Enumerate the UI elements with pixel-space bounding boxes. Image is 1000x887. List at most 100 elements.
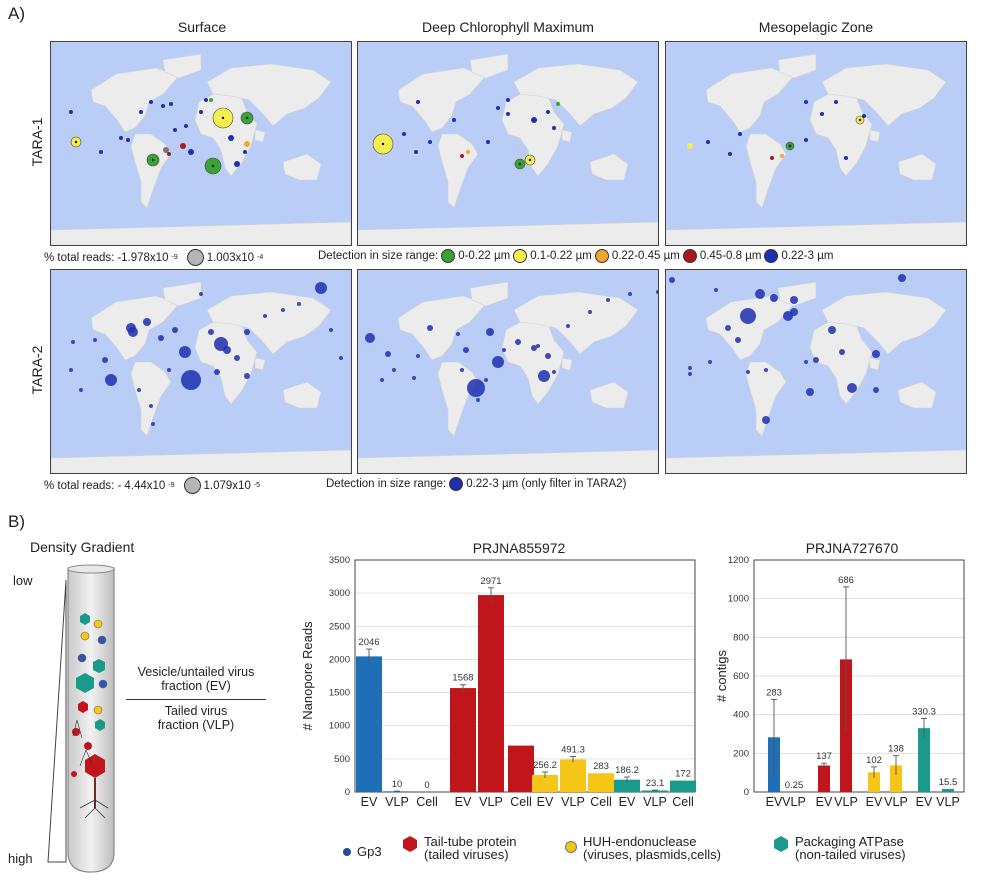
column-title-surface: Surface [177, 19, 227, 35]
sample-point [79, 388, 83, 392]
landmass [51, 221, 351, 245]
landmass [469, 53, 509, 79]
x-tick-label: Cell [416, 795, 438, 809]
x-tick-label: VLP [884, 795, 908, 809]
sample-point [872, 350, 880, 358]
sample-point [169, 102, 173, 106]
packaging-atpase-hexagon-icon [80, 613, 90, 625]
packaging-atpase-hexagon-icon [95, 719, 105, 731]
sample-point [149, 404, 153, 408]
landmass [437, 133, 479, 209]
sample-point [735, 337, 741, 343]
range-label: 0.45-0.8 µm [699, 250, 762, 262]
tube-contents [71, 613, 109, 819]
x-tick-label: VLP [479, 795, 503, 809]
sample-point [552, 370, 556, 374]
sample-point [452, 118, 456, 122]
landmass [705, 67, 795, 133]
column-title-dcm: Deep Chlorophyll Maximum [422, 19, 594, 35]
packaging-atpase-hexagon-icon [774, 836, 788, 852]
sample-point [71, 340, 75, 344]
sample-point [428, 140, 432, 144]
sample-point [506, 112, 510, 116]
sample-point [762, 416, 770, 424]
column-title-mesopelagic: Mesopelagic Zone [758, 19, 874, 35]
reads-max: 1.079x10 [203, 479, 251, 492]
key-label-line1: HUH-endonuclease [583, 834, 697, 849]
y-tick-label: 200 [733, 748, 749, 759]
sample-point [806, 388, 814, 396]
bar [918, 728, 930, 792]
sample-point [179, 346, 191, 358]
reads-max-exp: -5 [253, 482, 261, 489]
landmass [745, 133, 787, 209]
bar [384, 791, 410, 792]
data-label: 283 [766, 688, 782, 699]
legend-tara2-reads: % total reads: - 4.44x10 -9 1.079x10 -5 [44, 477, 260, 494]
detection-label: Detection in size range: [326, 478, 447, 490]
sample-point [725, 325, 731, 331]
landmass [897, 381, 937, 409]
sample-point [137, 388, 141, 392]
sample-point [484, 378, 488, 382]
phage-tail-fibers [79, 799, 109, 819]
key-tail-tube: Tail-tube protein (tailed viruses) [402, 835, 517, 861]
bar [670, 780, 696, 792]
landmass [162, 281, 202, 307]
y-axis-label: # contigs [714, 649, 729, 702]
tail-tube-dot-icon [72, 728, 80, 736]
sample-point [167, 368, 171, 372]
sample-point [184, 124, 188, 128]
y-tick-label: 3000 [329, 588, 350, 599]
reads-label: % total reads: [44, 251, 115, 264]
data-label: 138 [888, 744, 904, 755]
sample-point-center [221, 116, 225, 120]
data-label: 330.3 [912, 706, 936, 717]
x-tick-label: EV [916, 795, 933, 809]
tail-tube-dot-icon [84, 742, 92, 750]
sample-point [606, 298, 610, 302]
sample-point [167, 152, 171, 156]
map-tara1-dcm [357, 41, 659, 246]
ev-fraction-label: Vesicle/untailed virus fraction (EV) [116, 665, 276, 693]
key-label: HUH-endonuclease (viruses, plasmids,cells… [583, 835, 721, 861]
sample-point [126, 138, 130, 142]
sample-point-center [245, 116, 249, 120]
sample-point [790, 296, 798, 304]
x-tick-label: VLP [834, 795, 858, 809]
y-tick-label: 800 [733, 632, 749, 643]
x-tick-label: VLP [561, 795, 585, 809]
landmass [513, 291, 639, 355]
sample-point [780, 154, 784, 158]
bar [890, 765, 902, 792]
ev-fraction-label-line2: fraction (EV) [161, 679, 231, 693]
reads-max: 1.003x10 [206, 251, 255, 264]
sample-point [128, 327, 138, 337]
x-tick-label: VLP [782, 795, 806, 809]
reads-max-exp: -4 [257, 254, 264, 261]
sample-point [228, 135, 234, 141]
phage-fibers [72, 719, 93, 767]
range-0.45-0.8-dot-icon [682, 249, 697, 263]
key-label-line2: (tailed viruses) [424, 847, 509, 862]
range-label: 0.22-0.45 µm [611, 250, 680, 262]
sample-point [234, 355, 240, 361]
key-huh-endonuclease: HUH-endonuclease (viruses, plasmids,cells… [565, 835, 721, 861]
sample-point-center [211, 164, 215, 168]
key-label-line2: (viruses, plasmids,cells) [583, 847, 721, 862]
y-tick-label: 1000 [728, 594, 749, 605]
gp3-dot-icon [77, 653, 87, 663]
bar [868, 772, 880, 792]
sample-point [566, 324, 570, 328]
landmass [777, 281, 817, 307]
sample-point [427, 325, 433, 331]
landmass [869, 129, 881, 143]
range-label: 0.22-3 µm (only filter in TARA2) [466, 478, 627, 490]
sample-point [755, 289, 765, 299]
sample-point-center [151, 158, 155, 162]
x-tick-label: Cell [672, 795, 694, 809]
sample-point [163, 147, 169, 153]
landmass [206, 63, 332, 127]
huh-circle-icon [93, 705, 103, 715]
x-tick-label: Cell [590, 795, 612, 809]
